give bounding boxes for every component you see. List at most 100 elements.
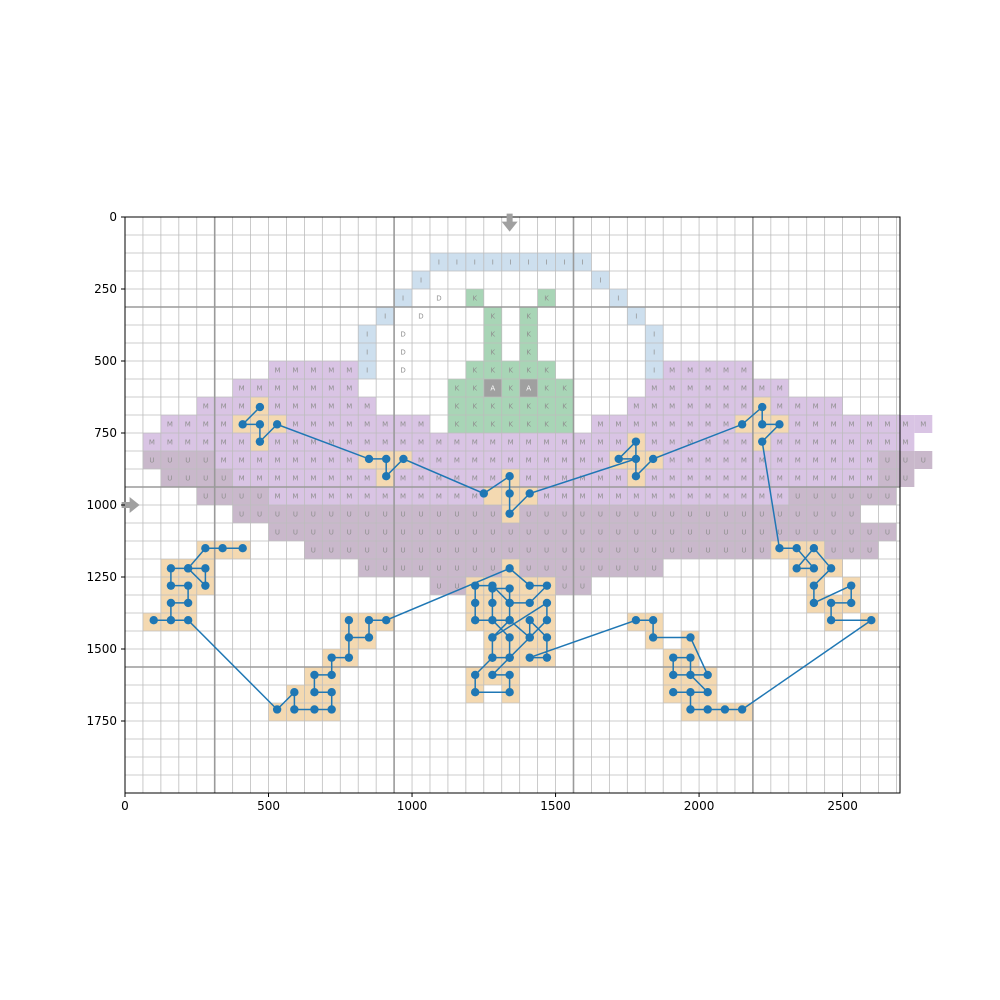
cell-letter: U bbox=[652, 511, 657, 519]
cell-letter: U bbox=[849, 511, 854, 519]
cell-M bbox=[501, 451, 520, 469]
cell-letter: K bbox=[544, 367, 549, 375]
cell-letter: I bbox=[492, 259, 494, 267]
data-point bbox=[525, 598, 534, 608]
cell-letter: I bbox=[420, 277, 422, 285]
data-point bbox=[809, 581, 819, 590]
cell-letter: U bbox=[616, 529, 621, 537]
cell-K bbox=[519, 397, 538, 415]
cell-M bbox=[465, 451, 484, 469]
cell-K bbox=[465, 361, 484, 379]
cell-M bbox=[214, 433, 233, 451]
cell-letter: U bbox=[454, 547, 459, 555]
cell-letter: D bbox=[400, 367, 405, 375]
y-tick-label: 1000 bbox=[86, 498, 117, 512]
cell-K bbox=[501, 379, 520, 397]
cell-K bbox=[501, 361, 520, 379]
cell-U bbox=[142, 451, 161, 469]
cell-M bbox=[842, 415, 861, 433]
cell-letter: U bbox=[526, 547, 531, 555]
cell-K bbox=[555, 397, 574, 415]
cell-U bbox=[573, 577, 592, 595]
cell-letter: U bbox=[436, 583, 441, 591]
cell-U bbox=[860, 541, 879, 559]
cell-M bbox=[322, 451, 341, 469]
cell-M bbox=[214, 451, 233, 469]
cell-M bbox=[519, 451, 538, 469]
cell-letter: U bbox=[365, 511, 370, 519]
cell-letter: M bbox=[239, 403, 245, 411]
cell-letter: M bbox=[490, 457, 496, 465]
cell-letter: U bbox=[705, 511, 710, 519]
cell-U bbox=[734, 523, 753, 541]
cell-letter: K bbox=[473, 295, 478, 303]
cell-M bbox=[573, 469, 592, 487]
cell-M bbox=[358, 415, 377, 433]
cell-K bbox=[447, 397, 466, 415]
cell-letter: M bbox=[813, 475, 819, 483]
cell-letter: I bbox=[653, 331, 655, 339]
cell-letter: U bbox=[849, 547, 854, 555]
cell-M bbox=[555, 433, 574, 451]
cell-K bbox=[447, 415, 466, 433]
cell-M bbox=[483, 451, 502, 469]
cell-letter: M bbox=[759, 457, 765, 465]
data-point bbox=[399, 454, 408, 464]
cell-M bbox=[609, 415, 628, 433]
cell-letter: U bbox=[831, 547, 836, 555]
cell-letter: U bbox=[723, 529, 728, 537]
x-tick-label: 2500 bbox=[827, 799, 858, 813]
y-tick-label: 500 bbox=[94, 354, 117, 368]
data-point bbox=[720, 705, 730, 714]
cell-M bbox=[358, 469, 377, 487]
data-point bbox=[703, 688, 712, 697]
cell-I bbox=[645, 325, 664, 343]
cell-M bbox=[286, 451, 305, 469]
cell-U bbox=[878, 487, 897, 505]
y-tick-label: 1750 bbox=[86, 714, 117, 728]
cell-M bbox=[304, 451, 323, 469]
cell-I bbox=[645, 343, 664, 361]
cell-letter: U bbox=[436, 565, 441, 573]
data-point bbox=[327, 670, 336, 680]
cell-letter: U bbox=[670, 547, 675, 555]
cell-letter: M bbox=[866, 439, 872, 447]
cell-letter: M bbox=[544, 439, 550, 447]
cell-letter: U bbox=[436, 511, 441, 519]
cell-letter: D bbox=[436, 295, 441, 303]
cell-letter: U bbox=[508, 547, 513, 555]
cell-letter: M bbox=[310, 439, 316, 447]
cell-M bbox=[896, 415, 915, 433]
cell-letter: M bbox=[562, 475, 568, 483]
cell-U bbox=[681, 541, 700, 559]
cell-letter: U bbox=[472, 511, 477, 519]
cell-letter: K bbox=[562, 403, 567, 411]
cell-M bbox=[699, 379, 718, 397]
data-point bbox=[867, 616, 876, 625]
cell-M bbox=[214, 415, 233, 433]
data-point bbox=[614, 454, 623, 464]
cell-letter: M bbox=[149, 439, 155, 447]
cell-M bbox=[429, 451, 448, 469]
cell-letter: M bbox=[346, 457, 352, 465]
data-point bbox=[183, 564, 193, 573]
cell-letter: M bbox=[831, 457, 837, 465]
data-point bbox=[166, 598, 176, 608]
cell-letter: M bbox=[418, 493, 424, 501]
cell-letter: U bbox=[257, 493, 262, 501]
cell-letter: M bbox=[562, 457, 568, 465]
cell-U bbox=[268, 523, 287, 541]
cell-letter: M bbox=[777, 475, 783, 483]
cell-letter: M bbox=[669, 439, 675, 447]
data-point bbox=[826, 598, 836, 608]
cell-letter: K bbox=[526, 421, 531, 429]
cell-U bbox=[914, 451, 933, 469]
y-tick-label: 1500 bbox=[86, 642, 117, 656]
data-point bbox=[542, 581, 552, 590]
cell-U bbox=[537, 523, 556, 541]
cell-letter: M bbox=[579, 439, 585, 447]
cell-M bbox=[394, 415, 413, 433]
y-tick-label: 0 bbox=[109, 210, 117, 224]
cell-K bbox=[465, 289, 484, 307]
cell-U bbox=[681, 505, 700, 523]
